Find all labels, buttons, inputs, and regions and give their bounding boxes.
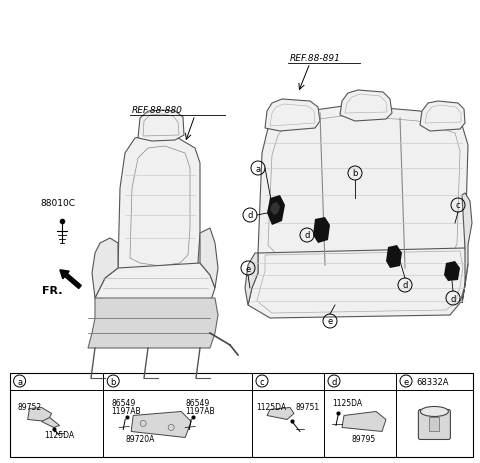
Polygon shape [92,238,118,298]
Text: d: d [450,294,456,303]
Polygon shape [342,412,386,432]
Polygon shape [265,100,320,131]
Text: 89720A: 89720A [125,435,155,444]
Polygon shape [42,418,60,427]
Polygon shape [131,412,191,438]
Text: 1125DA: 1125DA [256,403,286,412]
Polygon shape [386,245,402,269]
Text: REF.88-880: REF.88-880 [132,106,183,115]
Text: d: d [402,281,408,290]
Text: 1125DA: 1125DA [45,431,75,439]
Polygon shape [313,218,330,244]
Polygon shape [28,407,52,422]
Text: FR.: FR. [42,285,62,295]
Text: e: e [403,377,408,386]
Text: 1197AB: 1197AB [111,407,141,416]
FancyArrow shape [60,270,81,289]
Polygon shape [200,229,218,288]
Text: e: e [327,317,333,326]
Text: c: c [260,377,264,386]
Polygon shape [95,263,215,315]
Text: d: d [304,231,310,240]
Polygon shape [258,106,468,275]
Polygon shape [138,111,184,142]
Polygon shape [245,253,258,305]
Bar [430,418,439,432]
Text: a: a [255,164,261,173]
Polygon shape [340,91,392,122]
Polygon shape [248,249,468,319]
Text: 86549: 86549 [111,399,135,407]
FancyBboxPatch shape [419,410,450,439]
Polygon shape [118,136,200,281]
Text: 68332A: 68332A [416,377,448,386]
Text: 1197AB: 1197AB [185,407,215,416]
Text: c: c [456,201,460,210]
Ellipse shape [420,407,448,417]
Text: b: b [352,169,358,178]
Polygon shape [462,194,472,303]
Text: 89751: 89751 [296,403,320,412]
Text: 88010C: 88010C [40,199,75,207]
Text: 89795: 89795 [352,435,376,444]
Text: a: a [17,377,22,386]
Polygon shape [88,298,218,348]
Text: 1125DA: 1125DA [332,399,362,407]
Text: e: e [245,264,251,273]
Text: b: b [110,377,116,386]
Polygon shape [267,195,285,225]
Polygon shape [444,262,460,282]
Polygon shape [267,407,294,419]
Polygon shape [420,102,465,131]
Text: 86549: 86549 [185,399,209,407]
Bar [10,373,473,457]
Text: 89752: 89752 [18,403,42,412]
Text: REF.88-891: REF.88-891 [290,54,341,63]
Polygon shape [270,203,280,216]
Text: d: d [331,377,336,386]
Text: d: d [247,211,252,220]
